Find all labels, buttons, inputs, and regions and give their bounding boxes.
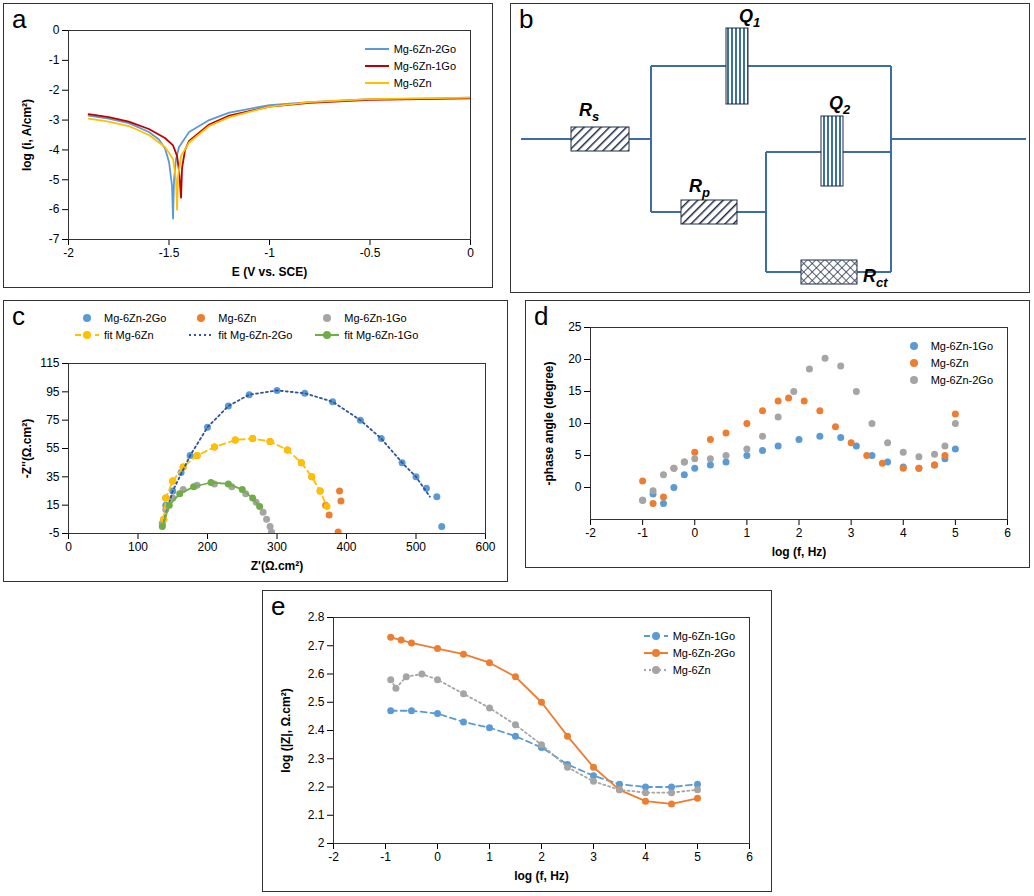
svg-text:2.8: 2.8 [308,610,325,624]
html-text:Mg-6Zn-2Go: Mg-6Zn-2Go [672,646,735,659]
svg-text:6: 6 [746,850,753,864]
svg-text:5: 5 [952,526,959,540]
svg-text:115: 115 [40,356,59,370]
svg-text:15: 15 [568,384,582,398]
svg-text:2: 2 [318,836,325,850]
svg-text:log (f, Hz): log (f, Hz) [514,869,569,883]
svg-text:10: 10 [568,416,582,430]
svg-text:5: 5 [575,448,582,462]
svg-text:2.2: 2.2 [308,780,325,794]
svg-text:-3: -3 [49,113,60,127]
svg-text:-1: -1 [49,53,60,67]
svg-text:-2: -2 [585,526,596,540]
svg-text:-phase angle (degree): -phase angle (degree) [542,361,556,485]
svg-text:log (|Z|, Ω.cm²): log (|Z|, Ω.cm²) [279,688,293,772]
svg-text:-0.5: -0.5 [360,246,381,260]
svg-text:600: 600 [475,540,495,554]
html-text:fit Mg-6Zn-1Go: fit Mg-6Zn-1Go [344,328,419,341]
html-text:b: b [519,4,534,34]
svg-text:0: 0 [575,480,582,494]
svg-text:100: 100 [128,540,148,554]
svg-text:4: 4 [642,850,649,864]
svg-text:-2: -2 [49,83,60,97]
svg-text:2.4: 2.4 [308,723,325,737]
svg-text:-2: -2 [328,850,339,864]
svg-text:0: 0 [691,526,698,540]
html-text:fit Mg-6Zn: fit Mg-6Zn [104,328,154,341]
html-text:Mg-6Zn: Mg-6Zn [930,356,969,369]
svg-text:2.6: 2.6 [308,667,325,681]
svg-text:75: 75 [46,413,60,427]
svg-text:2: 2 [538,850,545,864]
svg-text:95: 95 [46,385,60,399]
svg-text:1: 1 [486,850,493,864]
html-text:d: d [534,301,549,331]
html-text:Mg-6Zn: Mg-6Zn [218,311,257,324]
svg-text:Q1: Q1 [739,6,760,30]
svg-text:400: 400 [336,540,356,554]
svg-text:0: 0 [434,850,441,864]
svg-text:35: 35 [46,470,60,484]
svg-text:-1: -1 [380,850,391,864]
svg-text:-6: -6 [49,202,60,216]
svg-text:Z'(Ω.cm²): Z'(Ω.cm²) [251,559,303,573]
html-text:Mg-6Zn-2Go: Mg-6Zn-2Go [930,373,993,386]
svg-text:log (i, A/cm²): log (i, A/cm²) [20,99,34,171]
svg-text:25: 25 [568,320,582,334]
svg-text:-1.5: -1.5 [159,246,180,260]
html-text:c: c [12,301,25,331]
svg-text:Rct: Rct [863,266,888,290]
svg-text:1: 1 [744,526,751,540]
html-text:Mg-6Zn-2Go: Mg-6Zn-2Go [393,42,456,55]
html-text:Mg-6Zn-1Go: Mg-6Zn-1Go [672,629,735,642]
svg-text:2.7: 2.7 [308,639,325,653]
svg-text:-4: -4 [49,143,60,157]
svg-text:-2: -2 [63,246,74,260]
svg-text:Rp: Rp [689,176,710,200]
html-text:e: e [271,591,286,621]
html-text:Mg-6Zn: Mg-6Zn [672,663,711,676]
svg-text:log (f, Hz): log (f, Hz) [772,545,827,559]
html-text:Mg-6Zn-1Go: Mg-6Zn-1Go [344,311,407,324]
svg-text:Q2: Q2 [829,93,851,117]
svg-text:500: 500 [406,540,426,554]
svg-text:-5: -5 [49,526,60,540]
svg-text:20: 20 [568,352,582,366]
svg-text:2.3: 2.3 [308,752,325,766]
svg-text:300: 300 [267,540,287,554]
svg-text:2.5: 2.5 [308,695,325,709]
svg-text:-1: -1 [637,526,648,540]
svg-text:55: 55 [46,441,60,455]
svg-text:E (V vs. SCE): E (V vs. SCE) [232,265,307,279]
svg-text:-5: -5 [49,173,60,187]
svg-text:6: 6 [1004,526,1011,540]
html-text:Mg-6Zn-2Go: Mg-6Zn-2Go [104,311,167,324]
svg-text:-7: -7 [49,232,60,246]
svg-text:-1: -1 [264,246,275,260]
html-text:Mg-6Zn: Mg-6Zn [393,76,432,89]
html-text:fit Mg-6Zn-2Go: fit Mg-6Zn-2Go [218,328,293,341]
svg-text:3: 3 [590,850,597,864]
svg-text:2: 2 [796,526,803,540]
svg-text:15: 15 [46,498,60,512]
svg-text:3: 3 [848,526,855,540]
html-text:a: a [12,4,27,34]
svg-text:200: 200 [197,540,217,554]
html-text:Mg-6Zn-1Go: Mg-6Zn-1Go [393,59,456,72]
svg-text:5: 5 [694,850,701,864]
html-text:Mg-6Zn-1Go: Mg-6Zn-1Go [930,339,993,352]
svg-text:0: 0 [467,246,474,260]
svg-text:0: 0 [65,540,72,554]
svg-text:2.1: 2.1 [308,808,325,822]
svg-text:Rs: Rs [579,100,599,124]
svg-text:0: 0 [53,23,60,37]
svg-text:-Z''(Ω.cm²): -Z''(Ω.cm²) [20,419,34,478]
svg-text:4: 4 [900,526,907,540]
